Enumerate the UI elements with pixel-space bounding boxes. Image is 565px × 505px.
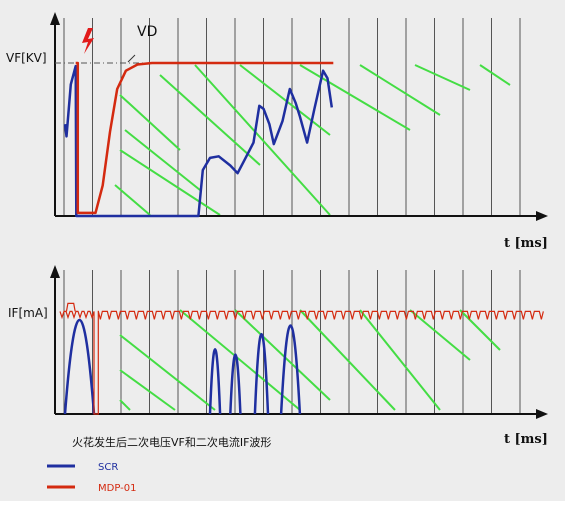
legend-label-mdp: MDP-01 [98,483,136,494]
bottom-hatch-line [119,399,131,411]
bottom-hatch-line [359,309,441,411]
vd-pointer [127,54,136,63]
top-hatch-line [414,64,471,91]
series-line-mdp-01 [59,310,544,415]
bottom-hatch-line [459,309,501,351]
top-hatch-line [194,64,331,216]
top-hatch-line [124,129,201,191]
top-hatch-line [479,64,511,86]
top-x-arrow [536,211,548,221]
top-hatch-line [114,184,151,216]
top-hatch-line [119,149,221,216]
top-grid [63,18,521,216]
top-y-arrow [50,12,60,25]
series-arch-scr [208,347,222,415]
vd-label: VD [137,24,157,40]
bottom-axes [50,265,548,419]
top-series [63,61,334,218]
top-hatch-lines [114,64,511,216]
top-hatch-line [299,64,411,131]
bottom-hatch-line [119,369,176,411]
top-hatch-line [159,74,261,166]
bottom-hatch-line [409,309,471,361]
bottom-hatch-line [119,334,216,411]
legend-label-scr: SCR [98,462,118,473]
bottom-series [59,302,544,415]
top-y-label: VF[KV] [6,51,47,65]
series-bump-mdp-01 [65,302,76,312]
series-line-mdp-01 [75,61,334,215]
bottom-x-label: t [ms] [504,432,548,447]
series-arch-scr [279,324,302,415]
series-arch-scr [253,333,270,415]
bottom-hatch-line [179,309,301,411]
bottom-hatch-line [299,309,396,411]
series-arch-scr [229,353,242,415]
chart-caption: 火花发生后二次电压VF和二次电流IF波形 [72,435,271,449]
bottom-hatch-lines [119,309,501,411]
series-arch-scr [63,319,96,415]
top-hatch-line [359,64,441,116]
bottom-x-arrow [536,409,548,419]
spark-icon [82,28,94,54]
series-line-scr [63,64,334,218]
top-x-label: t [ms] [504,236,548,251]
bottom-hatch-line [234,309,331,401]
top-hatch-line [239,64,331,136]
bottom-y-label: IF[mA] [8,306,48,320]
legend: SCR MDP-01 [47,462,136,494]
bottom-grid [63,270,521,414]
bottom-y-arrow [50,265,60,278]
top-hatch-line [119,94,181,151]
